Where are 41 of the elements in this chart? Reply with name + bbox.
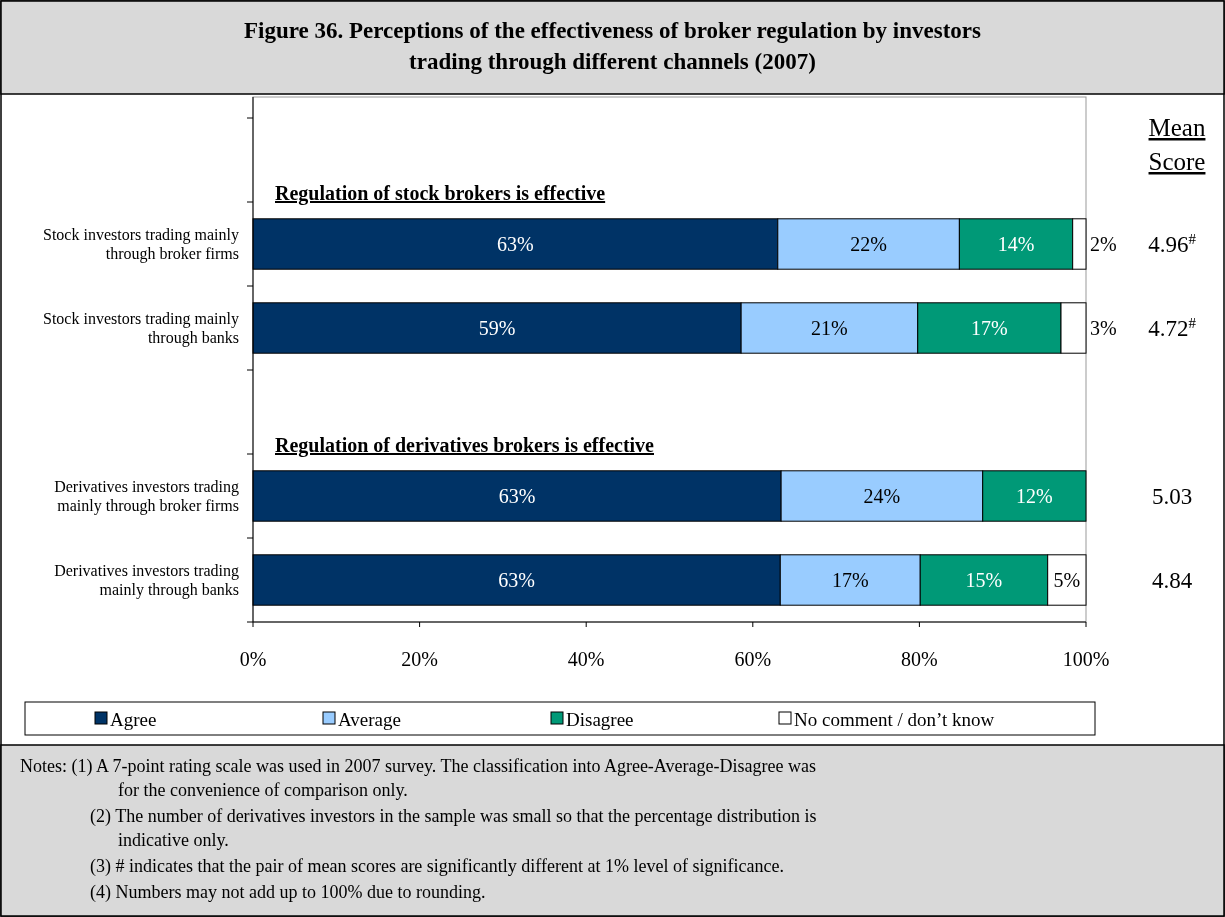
data-label: 21% [811,317,848,339]
text: 4.84 [1151,568,1193,594]
legend-label: Agree [110,708,157,730]
y-tick-label: Stock investors trading mainly through broker firms [43,226,239,264]
legend-label: Disagree [566,708,634,730]
data-label: 2% [1090,233,1117,255]
annotation: Regulation of derivatives brokers is effective [275,434,655,457]
x-tick-label: 0% [239,648,267,670]
chart-title: Figure 36. Perceptions of the effectiveness of broker regulation by investors trading through different channels (2007) [244,18,982,74]
legend-label: Average [338,708,401,730]
text: Notes: (1) A 7-point rating scale was used in 2007 survey. The classification into Agree-Average-Disagree was for the convenience of comparison only. [20,756,816,800]
y-tick-label: Derivatives investors trading mainly through banks [54,562,239,600]
data-label: 17% [971,317,1008,339]
data-label: 63% [497,233,534,255]
data-label: 63% [498,569,535,591]
data-label: 59% [478,317,516,339]
data-label: 24% [863,485,901,507]
x-tick-label: 40% [567,648,605,670]
legend-label: No comment / don’t know [794,708,995,730]
y-tick-label: Derivatives investors trading mainly through broker firms [54,478,239,516]
y-tick-label: Stock investors trading mainly through banks [43,310,239,348]
data-label: 14% [997,233,1035,255]
x-tick-label: 20% [401,648,438,670]
x-tick-label: 60% [734,648,772,670]
data-label: 63% [498,485,536,507]
data-label: 22% [850,233,887,255]
text: 5.03 [1151,484,1193,510]
text: (3) # indicates that the pair of mean scores are significantly different at 1% level of significance. [90,856,784,877]
x-tick-label: 100% [1062,648,1110,670]
data-label: 5% [1053,569,1081,591]
annotation: Regulation of stock brokers is effective [275,182,606,205]
x-tick-label: 80% [901,648,938,670]
text: (4) Numbers may not add up to 100% due to rounding. [90,882,486,903]
data-label: 17% [831,569,869,591]
text: Mean Score [1148,114,1206,175]
data-label: 12% [1016,485,1053,507]
text: 4.72$^{#}$ [1148,315,1197,342]
data-label: 15% [965,569,1003,591]
data-label: 3% [1090,317,1117,339]
text: (2) The number of derivatives investors in the sample was small so that the percentage distribution is indicative only. [90,806,817,850]
text: 4.96$^{#}$ [1148,231,1197,258]
